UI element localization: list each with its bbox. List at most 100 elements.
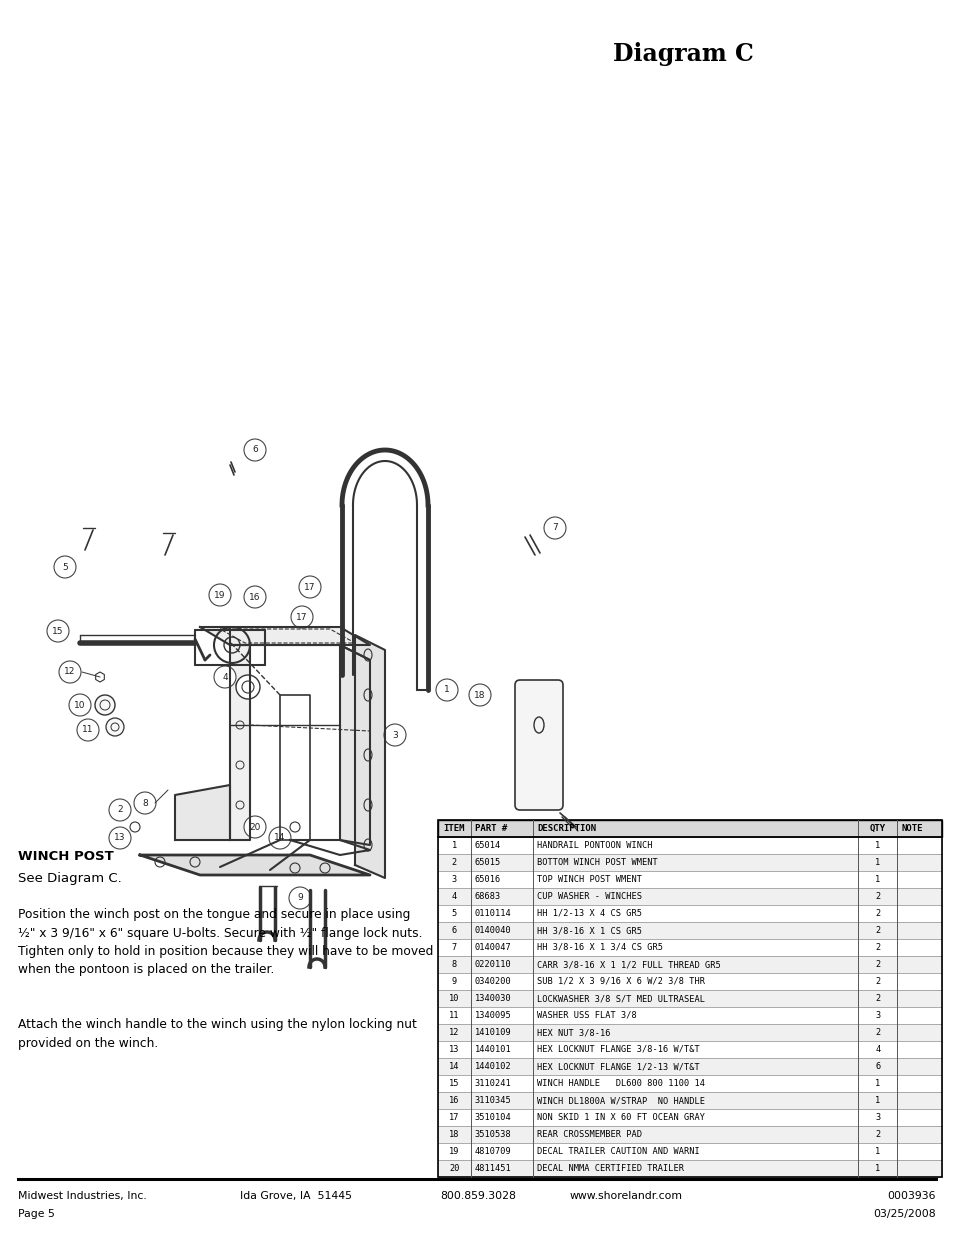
- Text: 65015: 65015: [475, 858, 500, 867]
- Text: 68683: 68683: [475, 892, 500, 902]
- Text: 1340030: 1340030: [475, 994, 511, 1003]
- Circle shape: [436, 679, 457, 701]
- Text: 14: 14: [449, 1062, 459, 1071]
- Circle shape: [95, 695, 115, 715]
- Circle shape: [269, 827, 291, 848]
- Text: 18: 18: [449, 1130, 459, 1139]
- Text: DECAL TRAILER CAUTION AND WARNI: DECAL TRAILER CAUTION AND WARNI: [537, 1147, 700, 1156]
- Text: CUP WASHER - WINCHES: CUP WASHER - WINCHES: [537, 892, 641, 902]
- Text: WASHER USS FLAT 3/8: WASHER USS FLAT 3/8: [537, 1011, 637, 1020]
- Text: 1: 1: [874, 841, 880, 850]
- Bar: [437, 820, 941, 1177]
- Circle shape: [298, 576, 320, 598]
- Circle shape: [213, 666, 235, 688]
- Text: 3: 3: [874, 1113, 880, 1123]
- Polygon shape: [339, 645, 370, 845]
- Text: 2: 2: [452, 858, 456, 867]
- Circle shape: [109, 827, 131, 848]
- Bar: [437, 923, 941, 939]
- Circle shape: [106, 718, 124, 736]
- Circle shape: [543, 517, 565, 538]
- Text: 16: 16: [449, 1095, 459, 1105]
- Text: 11: 11: [82, 725, 93, 735]
- Bar: [437, 1007, 941, 1024]
- Text: 1: 1: [444, 685, 450, 694]
- Circle shape: [244, 816, 266, 839]
- Text: 20: 20: [249, 823, 260, 831]
- Text: Midwest Industries, Inc.: Midwest Industries, Inc.: [18, 1191, 147, 1200]
- Circle shape: [109, 799, 131, 821]
- Bar: [437, 1160, 941, 1177]
- Text: 03/25/2008: 03/25/2008: [872, 1209, 935, 1219]
- Text: 3510104: 3510104: [475, 1113, 511, 1123]
- Text: 12: 12: [449, 1028, 459, 1037]
- Text: NOTE: NOTE: [901, 824, 922, 832]
- Circle shape: [235, 676, 260, 699]
- Text: 6: 6: [452, 926, 456, 935]
- Bar: [437, 837, 941, 853]
- Circle shape: [244, 585, 266, 608]
- Text: QTY: QTY: [869, 824, 885, 832]
- Text: 7: 7: [552, 524, 558, 532]
- Text: PART #: PART #: [475, 824, 507, 832]
- Text: DESCRIPTION: DESCRIPTION: [537, 824, 596, 832]
- Text: ITEM: ITEM: [443, 824, 465, 832]
- Circle shape: [291, 606, 313, 629]
- Bar: [437, 871, 941, 888]
- Text: HEX LOCKNUT FLANGE 3/8-16 W/T&T: HEX LOCKNUT FLANGE 3/8-16 W/T&T: [537, 1045, 700, 1053]
- Text: 3110345: 3110345: [475, 1095, 511, 1105]
- Text: 3: 3: [452, 876, 456, 884]
- Text: 65016: 65016: [475, 876, 500, 884]
- Bar: [437, 1144, 941, 1160]
- Text: 14: 14: [274, 834, 285, 842]
- Text: 13: 13: [114, 834, 126, 842]
- Text: 10: 10: [74, 700, 86, 709]
- Circle shape: [244, 438, 266, 461]
- Text: 1: 1: [874, 858, 880, 867]
- Text: HH 3/8-16 X 1 CS GR5: HH 3/8-16 X 1 CS GR5: [537, 926, 641, 935]
- Text: 4811451: 4811451: [475, 1165, 511, 1173]
- Text: 2: 2: [874, 926, 880, 935]
- Text: 2: 2: [874, 892, 880, 902]
- Circle shape: [69, 694, 91, 716]
- Text: 6: 6: [252, 446, 257, 454]
- Text: 3: 3: [874, 1011, 880, 1020]
- Text: REAR CROSSMEMBER PAD: REAR CROSSMEMBER PAD: [537, 1130, 641, 1139]
- Bar: [437, 973, 941, 990]
- Polygon shape: [200, 627, 370, 645]
- Text: 17: 17: [304, 583, 315, 592]
- Text: 9: 9: [296, 893, 302, 903]
- Text: 6: 6: [874, 1062, 880, 1071]
- Text: 1440101: 1440101: [475, 1045, 511, 1053]
- Text: 11: 11: [449, 1011, 459, 1020]
- Text: BOTTOM WINCH POST WMENT: BOTTOM WINCH POST WMENT: [537, 858, 658, 867]
- Text: 2: 2: [874, 909, 880, 918]
- Text: Attach the winch handle to the winch using the nylon locking nut
provided on the: Attach the winch handle to the winch usi…: [18, 1018, 416, 1050]
- Text: See Diagram C.: See Diagram C.: [18, 872, 122, 885]
- Text: WINCH DL1800A W/STRAP  NO HANDLE: WINCH DL1800A W/STRAP NO HANDLE: [537, 1095, 704, 1105]
- Bar: [437, 1109, 941, 1126]
- Circle shape: [54, 556, 76, 578]
- Text: 2: 2: [117, 805, 123, 815]
- Text: 4: 4: [874, 1045, 880, 1053]
- Text: 8: 8: [452, 960, 456, 969]
- Text: CARR 3/8-16 X 1 1/2 FULL THREAD GR5: CARR 3/8-16 X 1 1/2 FULL THREAD GR5: [537, 960, 720, 969]
- Polygon shape: [174, 785, 230, 840]
- Text: 5: 5: [62, 562, 68, 572]
- Circle shape: [289, 887, 311, 909]
- Text: 65014: 65014: [475, 841, 500, 850]
- Text: HH 3/8-16 X 1 3/4 CS GR5: HH 3/8-16 X 1 3/4 CS GR5: [537, 944, 662, 952]
- Text: HH 1/2-13 X 4 CS GR5: HH 1/2-13 X 4 CS GR5: [537, 909, 641, 918]
- Text: NON SKID 1 IN X 60 FT OCEAN GRAY: NON SKID 1 IN X 60 FT OCEAN GRAY: [537, 1113, 704, 1123]
- Text: 1440102: 1440102: [475, 1062, 511, 1071]
- Text: 1: 1: [874, 876, 880, 884]
- Text: 2: 2: [874, 994, 880, 1003]
- Text: 3110241: 3110241: [475, 1079, 511, 1088]
- Text: 1: 1: [874, 1079, 880, 1088]
- Text: 4810709: 4810709: [475, 1147, 511, 1156]
- Text: 3: 3: [392, 730, 397, 740]
- Text: 3510538: 3510538: [475, 1130, 511, 1139]
- Text: 800.859.3028: 800.859.3028: [439, 1191, 516, 1200]
- Text: LOCKWASHER 3/8 S/T MED ULTRASEAL: LOCKWASHER 3/8 S/T MED ULTRASEAL: [537, 994, 704, 1003]
- Text: 16: 16: [249, 593, 260, 601]
